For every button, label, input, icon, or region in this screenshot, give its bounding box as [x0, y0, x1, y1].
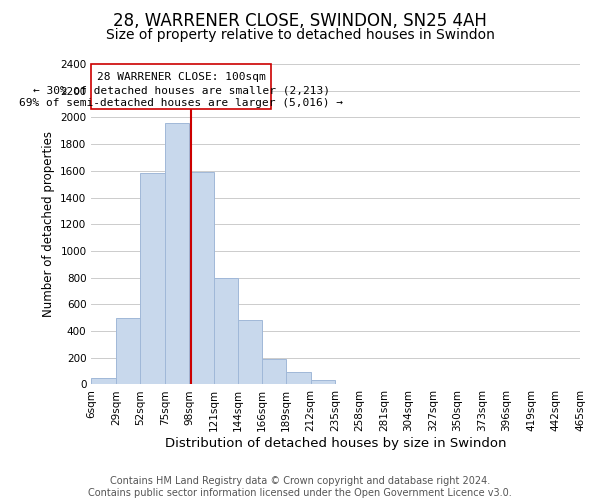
Bar: [190, 172, 214, 384]
Bar: [165, 123, 190, 384]
Bar: [238, 320, 262, 384]
Bar: [214, 278, 238, 384]
Text: 28 WARRENER CLOSE: 100sqm: 28 WARRENER CLOSE: 100sqm: [97, 72, 266, 82]
Y-axis label: Number of detached properties: Number of detached properties: [42, 131, 55, 317]
Text: Size of property relative to detached houses in Swindon: Size of property relative to detached ho…: [106, 28, 494, 42]
Text: Contains HM Land Registry data © Crown copyright and database right 2024.
Contai: Contains HM Land Registry data © Crown c…: [88, 476, 512, 498]
Text: 69% of semi-detached houses are larger (5,016) →: 69% of semi-detached houses are larger (…: [19, 98, 343, 108]
Bar: [140, 174, 165, 384]
Bar: [91, 64, 271, 110]
Text: 28, WARRENER CLOSE, SWINDON, SN25 4AH: 28, WARRENER CLOSE, SWINDON, SN25 4AH: [113, 12, 487, 30]
Bar: [262, 359, 286, 384]
Bar: [286, 372, 311, 384]
Bar: [116, 318, 140, 384]
Text: ← 30% of detached houses are smaller (2,213): ← 30% of detached houses are smaller (2,…: [33, 86, 330, 96]
X-axis label: Distribution of detached houses by size in Swindon: Distribution of detached houses by size …: [165, 437, 506, 450]
Bar: [91, 378, 116, 384]
Bar: [311, 380, 335, 384]
